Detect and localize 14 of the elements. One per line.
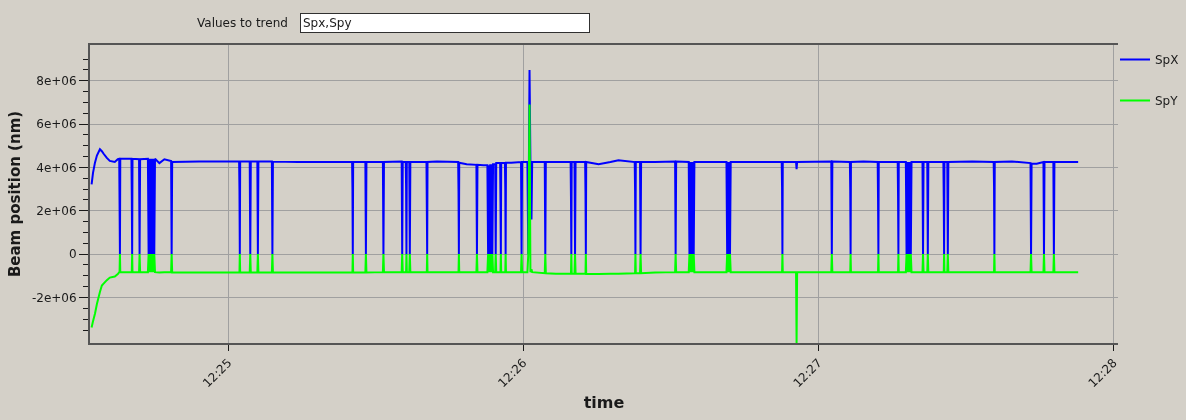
y-tick-label: 2e+06 — [36, 204, 77, 218]
line-series — [90, 68, 1080, 256]
text: Spx,Spy — [303, 16, 352, 30]
legend-label: SpX — [1155, 53, 1179, 68]
y-tick-label: 6e+06 — [36, 117, 77, 132]
y-tick-label: 8e+06 — [36, 73, 77, 88]
legend-label: SpY — [1155, 94, 1179, 109]
y-axis-title: Beam position (nm) — [5, 110, 24, 278]
y-tick-label: -2e+06 — [31, 290, 77, 305]
line-series — [90, 103, 1080, 343]
text: Values to trend — [197, 16, 288, 30]
y-tick-label: 0 — [68, 247, 77, 262]
y-tick-label: 4e+06 — [36, 160, 77, 175]
x-axis-title: time — [583, 393, 625, 413]
